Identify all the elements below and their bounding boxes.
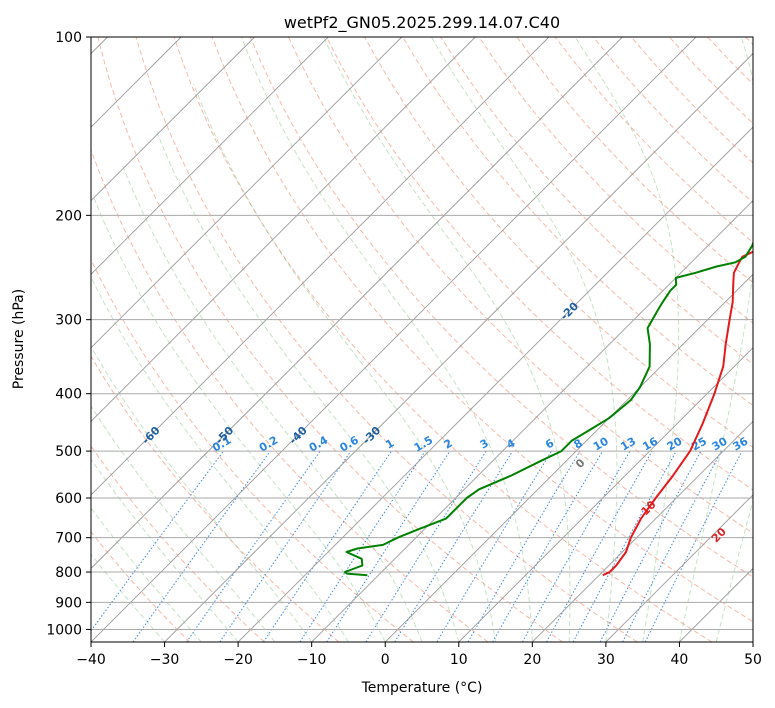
mixing-ratio-line	[546, 450, 653, 642]
isotherm-line	[384, 273, 753, 642]
moist-adiabat-line	[91, 507, 202, 642]
isotherm-line	[532, 420, 753, 642]
plot-frame	[90, 36, 754, 643]
moist-adiabat-line	[91, 458, 239, 642]
y-tick-label: 400	[55, 387, 82, 403]
moist-adiabat-line	[91, 345, 313, 642]
mixing-ratio-line	[326, 450, 451, 642]
dry-adiabat-line	[402, 37, 753, 407]
y-tick-label: 500	[55, 444, 82, 460]
x-tick-label: −20	[223, 652, 253, 668]
x-tick-label: 10	[450, 652, 468, 668]
mixing-ratio-line	[436, 450, 552, 642]
moist-adiabat-line	[715, 498, 753, 642]
isotherm-line	[311, 200, 753, 642]
dry-adiabat-line	[91, 531, 191, 642]
mixing-ratio-line	[263, 450, 392, 642]
isotherm-line	[91, 37, 550, 496]
isotherm-line	[91, 37, 329, 275]
grid-lines	[91, 37, 753, 642]
mixing-ratio-line	[644, 450, 743, 642]
dry-adiabat-line	[326, 37, 753, 491]
dry-adiabat-line	[211, 37, 753, 623]
moist-adiabat-line	[430, 37, 618, 642]
x-tick-label: 30	[597, 652, 615, 668]
x-axis-ticks: −40 −30 −20 −10 0 10 20 30 40 50	[76, 642, 762, 668]
dry-adiabat-line	[478, 37, 753, 324]
x-tick-label: 40	[671, 652, 689, 668]
moist-adiabat-line	[193, 83, 497, 642]
mixing-ratio-line	[522, 450, 631, 642]
plot-area	[91, 37, 753, 642]
y-tick-label: 800	[55, 565, 82, 581]
x-tick-label: 50	[744, 652, 762, 668]
y-tick-label: 100	[55, 30, 82, 46]
dry-adiabat-line	[97, 37, 563, 642]
mixing-ratio-line	[394, 450, 514, 642]
mixing-ratio-line	[572, 450, 677, 642]
isotherm-line	[91, 37, 697, 642]
isotherm-line	[237, 126, 753, 642]
isotherm-line	[605, 494, 753, 642]
isotherm-line	[91, 37, 255, 202]
moist-adiabat-line	[241, 37, 533, 642]
x-tick-label: 0	[381, 652, 390, 668]
isotherm-line	[91, 37, 403, 349]
moist-adiabat-line	[323, 37, 571, 642]
isotherm-line	[164, 52, 753, 642]
dewpoint-profile-line	[343, 240, 753, 577]
y-tick-label: 200	[55, 208, 82, 224]
y-tick-label: 1000	[46, 622, 82, 638]
moist-adiabat-line	[91, 405, 276, 642]
dry-adiabat-line	[516, 37, 753, 284]
y-axis-label: Pressure (hPa)	[11, 289, 27, 389]
dry-adiabat-line	[91, 148, 489, 642]
chart-title: wetPf2_GN05.2025.299.14.07.C40	[284, 13, 560, 33]
y-tick-label: 700	[55, 531, 82, 547]
mixing-ratio-line	[219, 450, 352, 642]
x-tick-label: −30	[150, 652, 180, 668]
x-tick-label: 20	[523, 652, 541, 668]
mixing-ratio-line	[132, 450, 271, 642]
isotherm-line	[91, 37, 476, 422]
y-axis-ticks: 100 200 300 400 500 600 700 800 900 1000	[46, 30, 91, 638]
dry-adiabat-line	[249, 37, 753, 578]
x-axis-label: Temperature (°C)	[361, 680, 483, 696]
mixing-ratio-line	[599, 450, 702, 642]
y-tick-label: 300	[55, 313, 82, 329]
dry-adiabat-line	[91, 445, 265, 642]
mixing-ratio-line	[622, 450, 722, 642]
y-tick-label: 900	[55, 595, 82, 611]
dry-adiabat-line	[91, 355, 340, 642]
dry-adiabat-line	[135, 37, 638, 642]
moist-adiabat-line	[678, 37, 753, 642]
mixing-ratio-line	[186, 450, 321, 642]
y-tick-label: 600	[55, 491, 82, 507]
moist-adiabat-line	[92, 195, 386, 642]
x-tick-label: −10	[297, 652, 327, 668]
mixing-ratio-line	[91, 450, 224, 632]
moist-adiabat-line	[122, 165, 423, 642]
mixing-ratio-line	[299, 450, 426, 642]
moist-adiabat-line	[91, 275, 349, 642]
isotherm-line	[91, 37, 623, 570]
background-lines	[91, 37, 753, 642]
moist-adiabat-line	[91, 553, 165, 642]
x-tick-label: −40	[76, 652, 106, 668]
mixing-ratio-line	[365, 450, 487, 642]
sounding-profiles	[343, 240, 753, 577]
isotherm-line	[458, 347, 753, 642]
